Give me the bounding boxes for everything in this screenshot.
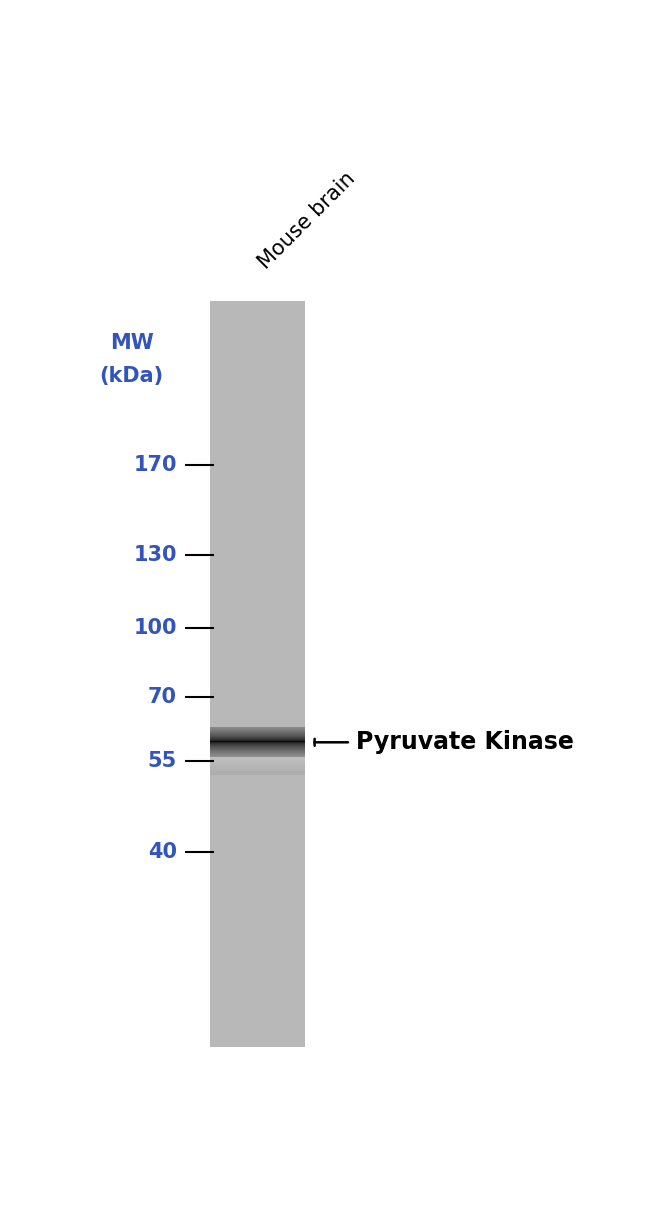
Text: (kDa): (kDa)	[99, 366, 164, 386]
Text: 70: 70	[148, 688, 177, 707]
Bar	[210, 769, 306, 770]
Text: MW: MW	[110, 333, 153, 354]
Bar	[210, 759, 306, 762]
Text: 170: 170	[133, 456, 177, 475]
Bar	[210, 762, 306, 764]
Bar	[210, 773, 306, 775]
Text: Pyruvate Kinase: Pyruvate Kinase	[356, 730, 574, 755]
Bar	[210, 767, 306, 769]
Text: 130: 130	[133, 545, 177, 564]
Text: Mouse brain: Mouse brain	[255, 168, 359, 273]
Text: 55: 55	[148, 751, 177, 772]
Text: 40: 40	[148, 842, 177, 862]
Bar	[210, 770, 306, 773]
Text: 100: 100	[133, 618, 177, 638]
Bar	[210, 757, 306, 759]
Bar	[210, 764, 306, 767]
Bar	[210, 301, 306, 1047]
